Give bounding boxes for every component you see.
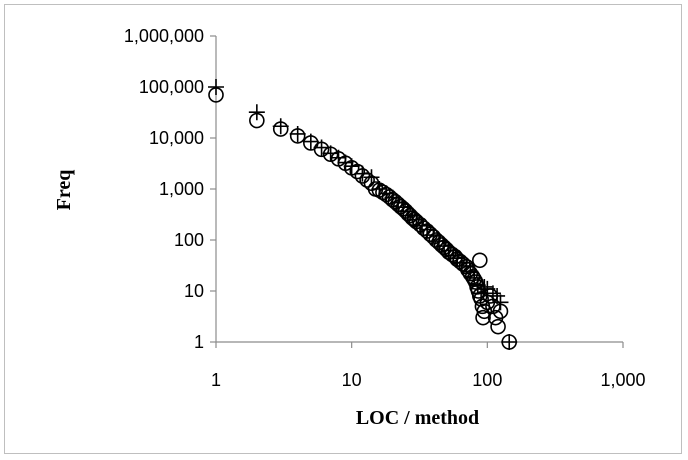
data-point-plus (469, 277, 486, 294)
x-tick-label: 1,000 (600, 370, 645, 390)
y-tick-label: 100,000 (139, 77, 204, 97)
data-point-plus (404, 207, 421, 224)
data-point-plus (378, 185, 395, 202)
data-point-plus (248, 104, 265, 121)
y-tick-label: 1,000,000 (124, 26, 204, 46)
data-points (208, 79, 518, 350)
data-point-plus (322, 145, 339, 162)
data-point-circle (490, 318, 506, 335)
data-point-plus (453, 254, 470, 271)
axes (215, 36, 623, 343)
data-point-plus (492, 294, 509, 311)
data-point-plus (313, 139, 330, 156)
data-point-circle (472, 252, 488, 269)
x-tick-label: 100 (472, 370, 502, 390)
data-point-plus (484, 285, 501, 302)
x-axis-title: LOC / method (356, 407, 479, 429)
data-point-plus (272, 118, 289, 135)
data-point-plus (489, 287, 506, 304)
y-tick-label: 1 (194, 332, 204, 352)
data-point-plus (289, 125, 306, 142)
data-point-plus (354, 165, 371, 182)
y-tick-label: 100 (174, 230, 204, 250)
y-axis-title: Freq (53, 170, 75, 211)
data-point-plus (371, 181, 388, 197)
data-point-plus (363, 169, 380, 186)
data-point-plus (302, 133, 319, 150)
data-point-plus (501, 334, 518, 350)
data-point-plus (343, 158, 360, 175)
data-point-circle (475, 309, 491, 326)
y-tick-label: 10 (184, 281, 204, 301)
y-ticks: 1 10 100 1,000 10,000 100,000 1,000,000 (124, 26, 216, 352)
data-point-plus (466, 269, 483, 286)
data-point-plus (476, 278, 493, 295)
y-tick-label: 1,000 (159, 179, 204, 199)
x-tick-label: 10 (342, 370, 362, 390)
data-point-plus (462, 263, 479, 280)
data-point-plus (399, 203, 416, 220)
data-point-circle (349, 163, 366, 180)
data-point-plus (445, 247, 462, 264)
data-point-plus (337, 154, 354, 171)
chart-frame (4, 4, 682, 454)
x-tick-label: 1 (211, 370, 221, 390)
data-point-plus (208, 79, 224, 95)
y-tick-label: 10,000 (149, 128, 204, 148)
x-ticks: 1 10 100 1,000 (211, 342, 646, 390)
data-point-circle (422, 226, 439, 242)
